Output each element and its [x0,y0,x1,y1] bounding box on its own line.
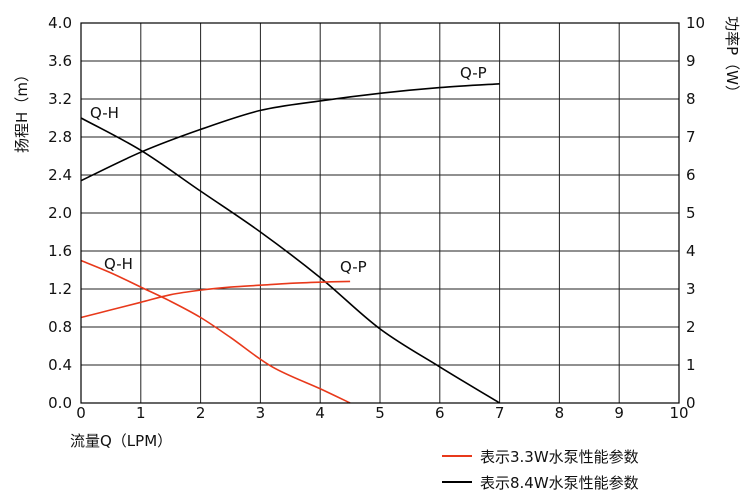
y-right-tick-label: 0 [686,394,696,412]
y-right-tick-label: 7 [686,128,696,146]
y-right-tick-label: 1 [686,356,696,374]
curves [80,83,501,404]
y-left-tick-label: 0.8 [48,318,72,336]
y-left-tick-label: 4.0 [48,14,72,32]
x-tick-label: 7 [495,404,505,422]
y-right-tick-label: 5 [686,204,696,222]
y-left-tick-label: 0.0 [48,394,72,412]
y-right-tick-label: 2 [686,318,696,336]
x-tick-label: 5 [375,404,385,422]
curve-qh-8w [80,117,501,404]
y-left-tick-label: 1.2 [48,280,72,298]
y-right-tick-label: 9 [686,52,696,70]
legend-label-8w: 表示8.4W水泵性能参数 [480,474,639,492]
y-left-axis-title: 扬程H（m） [13,67,31,153]
grid-lines [81,23,679,403]
x-tick-label: 9 [614,404,624,422]
curve-labels: Q-P Q-H Q-H Q-P [90,64,487,276]
curve-label-qp-8w: Q-P [460,64,487,82]
curve-qp-3w [80,280,351,319]
y-right-tick-label: 6 [686,166,696,184]
x-axis-title: 流量Q（LPM） [70,432,172,450]
curve-qh-3w [80,259,351,404]
x-tick-label: 4 [315,404,325,422]
x-tick-label: 3 [256,404,266,422]
y-left-tick-label: 3.6 [48,52,72,70]
y-right-tick-label: 3 [686,280,696,298]
y-left-tick-label: 2.0 [48,204,72,222]
y-left-tick-label: 2.4 [48,166,72,184]
tick-labels: 0 1 2 3 4 5 6 7 8 9 100.00.40.81.21.62.02.42.83.23… [48,14,705,422]
curve-label-qh-8w: Q-H [90,104,119,122]
plot-frame [80,22,680,404]
y-left-tick-label: 2.8 [48,128,72,146]
y-left-tick-label: 0.4 [48,356,72,374]
y-left-tick-label: 1.6 [48,242,72,260]
x-tick-label: 8 [555,404,565,422]
x-tick-label: 1 [136,404,146,422]
y-left-tick-label: 3.2 [48,90,72,108]
x-tick-label: 10 [669,404,688,422]
curve-label-qp-3w: Q-P [340,258,367,276]
x-tick-label: 6 [435,404,445,422]
legend: 表示3.3W水泵性能参数 表示8.4W水泵性能参数 [442,448,639,492]
x-tick-label: 2 [196,404,206,422]
curve-qp-8w [80,83,500,182]
y-right-tick-label: 10 [686,14,705,32]
y-right-axis-title: 功率P（W） [723,16,741,100]
curve-label-qh-3w: Q-H [104,255,133,273]
legend-label-3w: 表示3.3W水泵性能参数 [480,448,639,466]
y-right-tick-label: 8 [686,90,696,108]
x-tick-label: 0 [76,404,86,422]
y-right-tick-label: 4 [686,242,696,260]
